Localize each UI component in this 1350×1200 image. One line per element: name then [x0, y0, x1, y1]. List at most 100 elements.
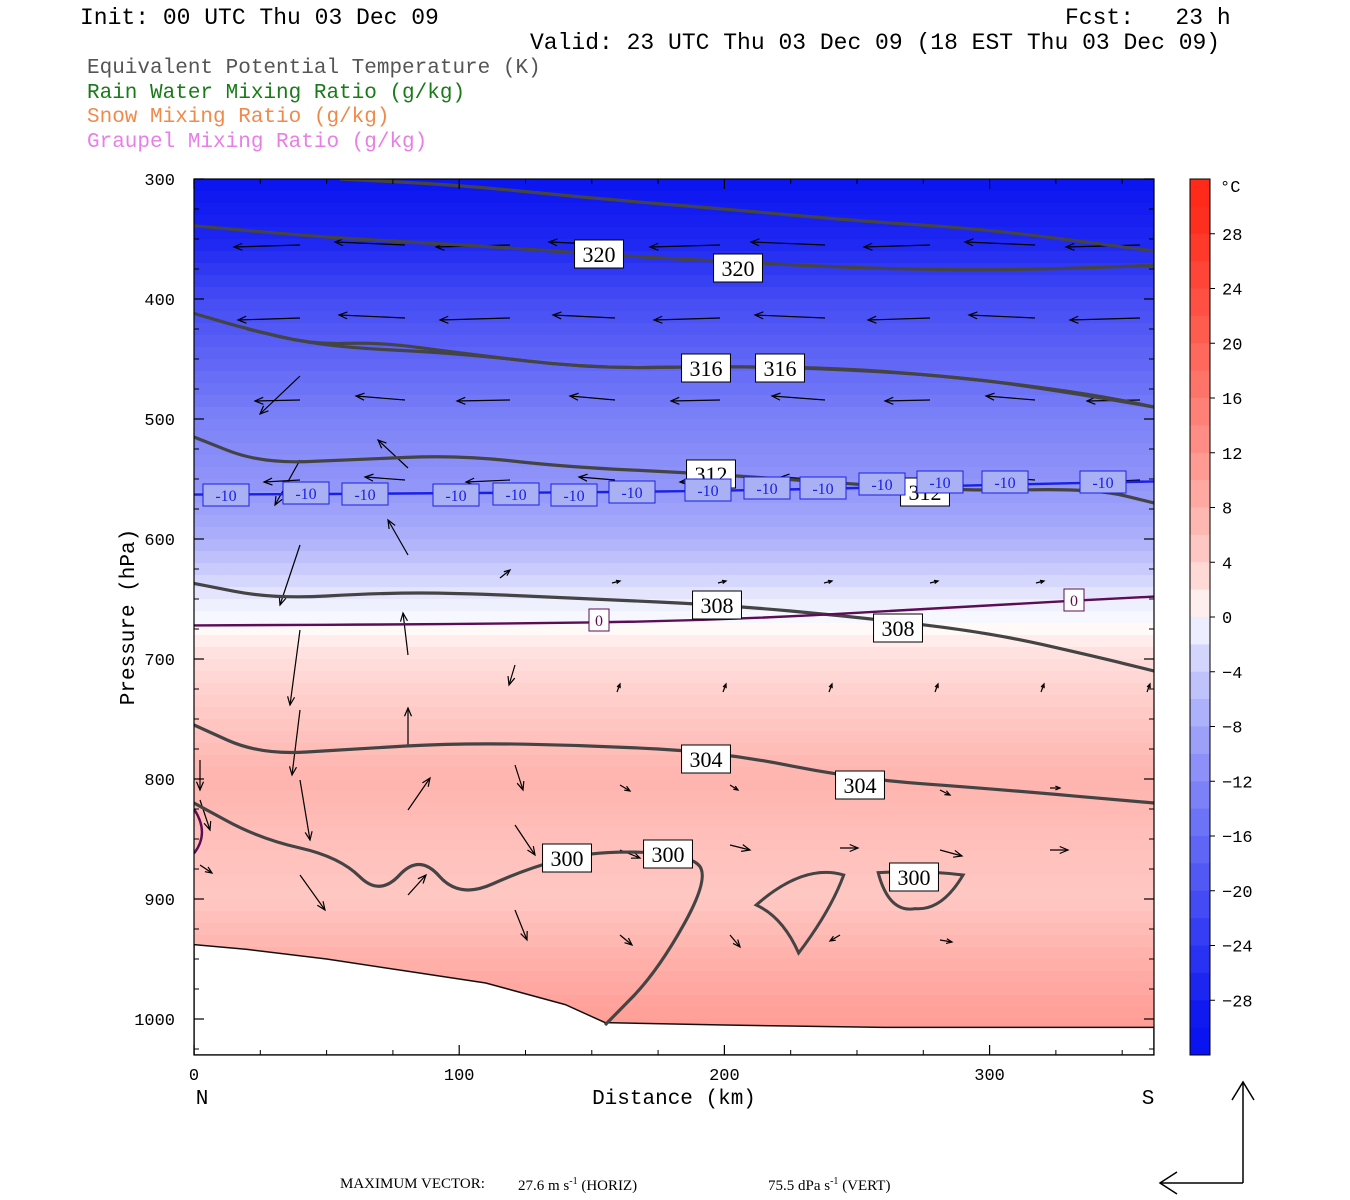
wind-vector [963, 238, 1036, 247]
theta-e-label: 304 [835, 770, 885, 800]
wind-vector [652, 315, 721, 324]
svg-text:0: 0 [1070, 593, 1078, 610]
temperature-band [194, 911, 1154, 924]
wind-vector [619, 934, 634, 946]
svg-text:316: 316 [690, 356, 723, 381]
colorbar-segment [1190, 480, 1210, 508]
colorbar-tick-label: 0 [1222, 610, 1232, 629]
colorbar-segment [1190, 918, 1210, 946]
temperature-band [194, 503, 1154, 516]
contour-labels: 320320316316312312308308304304300300300-… [202, 239, 1127, 892]
colorbar-tick-label: −8 [1222, 720, 1242, 739]
wind-vector [1280, 243, 1350, 250]
svg-text:-10: -10 [295, 486, 316, 503]
wind-vector [929, 579, 940, 584]
wind-vector [749, 238, 826, 247]
colorbar-segment [1190, 1027, 1210, 1056]
colorbar-tick-label: −12 [1222, 774, 1253, 793]
x-tick-label: 100 [444, 1067, 475, 1086]
temperature-band [194, 515, 1154, 528]
temperature-band [194, 539, 1154, 552]
colorbar-tick-label: 12 [1222, 446, 1242, 465]
temperature-band [194, 179, 1154, 192]
wind-vector [455, 396, 511, 405]
wind-vector [1035, 579, 1046, 584]
temperature-band [194, 707, 1154, 720]
wind-vector [1209, 474, 1245, 481]
wind-vector [577, 473, 616, 482]
colorbar-segment [1190, 562, 1210, 591]
wind-vector [866, 315, 931, 324]
wind-vector [499, 569, 512, 579]
terrain-surface [194, 943, 1154, 1055]
wind-vector [232, 242, 301, 251]
colorbar-segment [1190, 507, 1210, 536]
wind-vector [729, 784, 740, 791]
svg-text:-10: -10 [929, 475, 950, 492]
colorbar-segment [1190, 726, 1210, 755]
svg-text:320: 320 [722, 256, 755, 281]
wind-vector [287, 629, 301, 707]
wind-vector [514, 824, 536, 857]
temperature-band [194, 263, 1154, 276]
theta-e-label: 320 [574, 239, 624, 269]
colorbar-segment [1190, 179, 1210, 207]
temperature-band [194, 947, 1154, 960]
wind-vector [648, 242, 721, 251]
colorbar-tick-label: 24 [1222, 282, 1242, 301]
x-axis-label: Distance (km) [592, 1088, 756, 1111]
theta-e-contour-312 [194, 435, 1154, 505]
colorbar-segment [1190, 699, 1210, 727]
colorbar-tick-label: −24 [1222, 939, 1253, 958]
y-tick-label: 300 [144, 172, 175, 191]
wind-vector [1050, 785, 1062, 791]
theta-e-label: 308 [873, 613, 923, 643]
wind-vector [823, 579, 834, 584]
isotherm-label: -10 [341, 482, 389, 506]
isotherm-label: -10 [916, 470, 964, 494]
colorbar-tick-label: −16 [1222, 829, 1253, 848]
temperature-band [194, 347, 1154, 360]
theta-e-label: 320 [713, 253, 763, 283]
colorbar-segment [1190, 1000, 1210, 1029]
wind-vector [1040, 682, 1045, 693]
isotherm-label: -10 [799, 476, 847, 500]
temperature-band [194, 551, 1154, 564]
isotherm-label: -10 [684, 478, 732, 502]
temperature-band [194, 383, 1154, 396]
wind-vector [403, 706, 413, 745]
svg-text:-10: -10 [621, 485, 642, 502]
theta-e-contour-300-cell [753, 870, 846, 956]
theta-e-label: 300 [889, 862, 939, 892]
wind-vector [551, 311, 616, 320]
field-label-graupel: Graupel Mixing Ratio (g/kg) [87, 131, 428, 154]
colorbar-segment [1190, 206, 1210, 235]
temperature-band [194, 527, 1154, 540]
axes: 300 400 500 600 700 800 900 1000 0 100 200 300 [134, 172, 1154, 1086]
colorbar-segment [1190, 781, 1210, 810]
isotherm-label: -10 [202, 483, 250, 507]
temperature-band [194, 335, 1154, 348]
reference-vector [1158, 1080, 1255, 1195]
svg-text:-10: -10 [1092, 475, 1113, 492]
wind-vector [616, 682, 621, 693]
wind-vector [199, 799, 212, 832]
temperature-band [194, 671, 1154, 684]
temperature-band [194, 791, 1154, 804]
colorbar-segment [1190, 808, 1210, 837]
valid-time: Valid: 23 UTC Thu 03 Dec 09 (18 EST Thu … [530, 30, 1221, 56]
y-tick-label: 400 [144, 292, 175, 311]
svg-text:320: 320 [583, 242, 616, 267]
max-vector-label: MAXIMUM VECTOR: [340, 1176, 485, 1192]
wind-vector [288, 709, 301, 777]
south-label: S [1142, 1088, 1155, 1111]
colorbar-tick-label: −4 [1222, 665, 1242, 684]
temperature-band [194, 443, 1154, 456]
temperature-band [194, 731, 1154, 744]
colorbar-segment [1190, 370, 1210, 399]
wind-vector [514, 909, 528, 942]
isotherm-label: -10 [743, 476, 791, 500]
temperature-band [194, 683, 1154, 696]
svg-text:-10: -10 [697, 483, 718, 500]
isotherm-label: 0 [1063, 588, 1085, 612]
